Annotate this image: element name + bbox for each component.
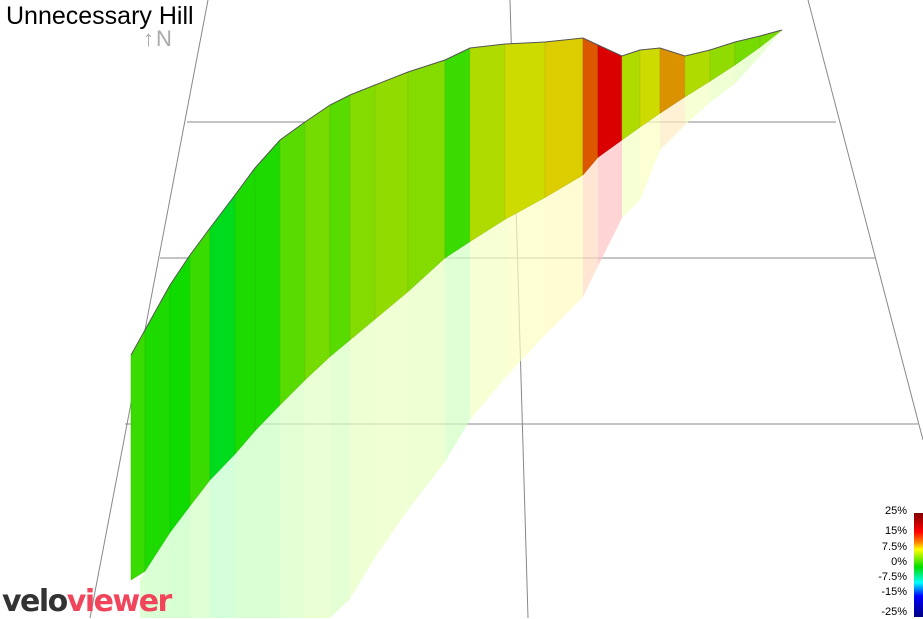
legend-label: 0% [891,556,907,568]
gradient-segment-shadow [408,258,445,510]
gradient-segment-shadow [760,30,782,57]
gradient-segment [144,284,171,573]
legend-label: 15% [884,525,907,537]
gradient-segment-shadow [583,157,598,297]
grid-line [807,0,923,441]
gradient-segment [130,329,146,581]
gradient-segment-shadow [330,340,350,618]
gradient-legend: 25% 15% 7.5% 0% -7.5% -15% -25% [861,505,923,618]
gradient-segment [329,94,351,358]
gradient-segment-shadow [685,81,710,125]
gradient-segment-shadow [710,65,735,103]
gradient-segment-shadow [735,47,760,84]
gradient-segment-shadow [598,140,622,266]
legend-color-bar [914,513,923,617]
gradient-segment [254,139,281,432]
gradient-segment-shadow [170,506,190,618]
gradient-segment [374,71,409,320]
profile-ridge [130,29,783,356]
gradient-segment [189,227,211,507]
gradient-segment-shadow [505,197,545,378]
page-title: Unnecessary Hill [6,2,194,30]
gradient-segment-shadow [350,319,375,599]
gradient-segment [407,59,446,293]
gradient-segment [639,47,661,128]
logo-text-viewer: viewer [66,584,173,619]
gradient-segment [234,167,256,455]
gradient-segment-shadow [305,356,330,618]
gradient-segment [544,37,584,198]
gradient-segment-shadow [140,571,145,618]
gradient-segment [444,47,471,259]
gradient-segment [279,121,306,406]
gradient-segment [349,84,376,341]
gradient-segment-shadow [145,532,170,618]
grid-line [89,0,209,618]
gradient-segment [469,43,506,243]
legend-label: -7.5% [878,571,907,583]
legend-label: -15% [881,586,907,598]
gradient-segment [582,37,599,176]
gradient-segment-shadow [210,454,235,618]
gradient-segment-shadow [622,127,640,218]
gradient-segment-shadow [235,430,255,618]
gradient-segment-shadow [280,380,305,618]
gradient-segment [169,254,191,534]
gradient-segment-shadow [445,241,470,462]
gradient-segment [209,194,236,481]
gradient-segment [597,44,623,158]
gradient-segment-shadow [470,219,505,420]
legend-label: -25% [881,606,907,618]
legend-label: 25% [884,505,907,517]
logo-text-velo: velo [2,584,68,619]
gradient-segment-shadow [255,405,280,618]
gradient-segment-shadow [190,480,210,618]
gradient-segment-shadow [640,113,660,200]
gradient-segment [504,41,546,220]
gradient-segment-shadow [375,291,408,558]
legend-label: 7.5% [881,541,907,553]
gradient-segment [304,104,331,381]
gradient-segment [621,49,641,141]
gradient-segment-shadow [660,96,685,150]
veloviewer-logo: veloviewer [2,584,173,619]
north-arrow-icon: ↑N [143,26,174,51]
gradient-segment-shadow [545,175,583,335]
